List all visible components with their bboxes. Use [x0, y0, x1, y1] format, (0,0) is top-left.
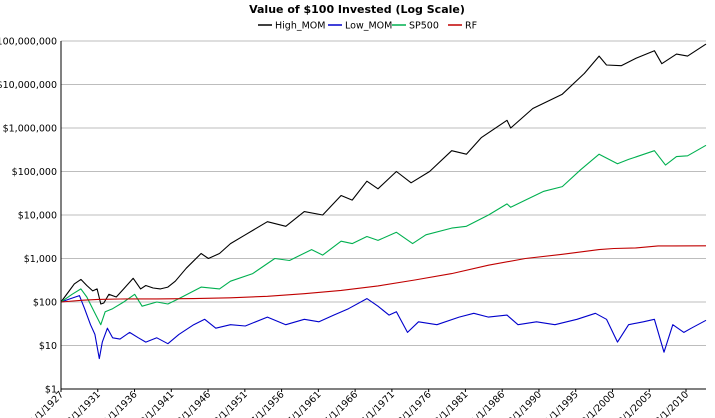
y-tick-label: $1,000,000: [3, 124, 57, 135]
legend-label-low-mom: Low_MOM: [345, 21, 392, 32]
y-axis-tick-labels: $1 $10 $100 $1,000 $10,000 $100,000 $1,000,000…: [0, 37, 57, 396]
y-tick-label: $100,000: [12, 167, 57, 178]
y-tick-label: $10,000,000: [0, 80, 57, 91]
legend: High_MOM Low_MOM SP500 RF: [258, 21, 477, 32]
axes: [60, 41, 706, 390]
y-tick-label: $1,000: [24, 254, 57, 265]
legend-label-rf: RF: [465, 21, 477, 32]
y-tick-label: $100: [33, 298, 57, 309]
series-line-high-mom: [60, 43, 707, 305]
series-line-rf: [60, 245, 707, 303]
y-tick-label: $10,000: [18, 211, 57, 222]
series-lines: [60, 43, 707, 360]
series-line-sp500: [60, 144, 707, 326]
chart-title: Value of $100 Invested (Log Scale): [249, 3, 465, 16]
legend-label-high-mom: High_MOM: [275, 21, 325, 32]
y-tick-label: $100,000,000: [0, 37, 57, 48]
series-line-low-mom: [60, 295, 707, 360]
y-tick-label: $10: [39, 341, 57, 352]
legend-label-sp500: SP500: [409, 21, 439, 32]
y-tick-label: $1: [45, 385, 57, 396]
